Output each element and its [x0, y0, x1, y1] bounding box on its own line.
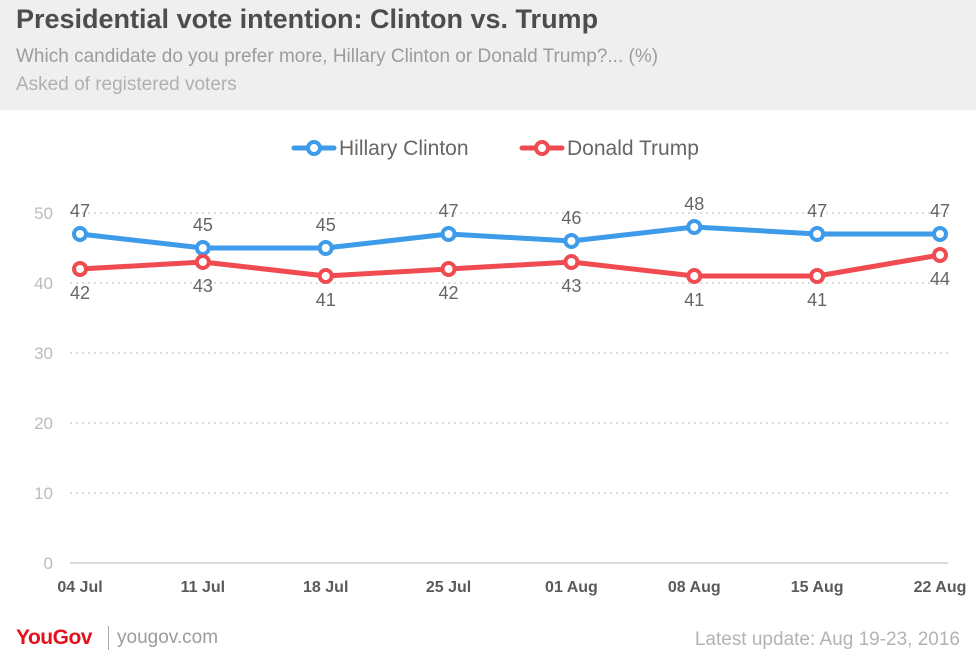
legend-marker [534, 140, 550, 156]
legend-item: Donald Trump [519, 137, 699, 160]
data-label: 43 [561, 276, 581, 296]
data-point [317, 268, 334, 284]
data-point [563, 254, 580, 270]
data-point [72, 226, 88, 242]
data-label: 48 [684, 194, 704, 214]
series-line [77, 224, 943, 251]
chart-header: Presidential vote intention: Clinton vs.… [0, 0, 976, 110]
x-tick-label: 04 Jul [57, 579, 102, 596]
data-point [194, 254, 211, 270]
data-point [440, 261, 457, 277]
legend-item: Hillary Clinton [291, 137, 469, 160]
data-point [317, 240, 334, 256]
data-point [809, 268, 826, 284]
series-line [77, 252, 943, 279]
data-point [686, 219, 703, 235]
yougov-logo: YouGov [16, 626, 92, 649]
line-chart: 0 10 20 30 40 50 04 Jul 11 Jul 18 Jul 25 Jul 01 Au… [34, 137, 967, 596]
data-label: 45 [193, 215, 213, 235]
y-tick-label: 20 [34, 414, 53, 433]
data-label: 41 [316, 290, 336, 310]
data-point [809, 226, 826, 242]
x-tick-label: 25 Jul [426, 579, 471, 596]
chart-subtitle: Which candidate do you prefer more, Hill… [16, 46, 659, 67]
data-label: 47 [439, 201, 459, 221]
data-point [686, 268, 703, 284]
y-tick-label: 40 [34, 274, 53, 293]
y-tick-label: 10 [34, 484, 53, 503]
footer-divider [108, 626, 109, 650]
data-label: 42 [439, 283, 459, 303]
footer-site-link[interactable]: yougov.com [117, 627, 219, 648]
data-point [563, 233, 580, 249]
legend-label: Donald Trump [567, 137, 699, 160]
data-point [932, 247, 948, 263]
data-label: 47 [70, 201, 90, 221]
data-label: 45 [316, 215, 336, 235]
y-tick-label: 0 [44, 554, 53, 573]
data-point [440, 226, 457, 242]
y-tick-label: 30 [34, 344, 53, 363]
latest-update: Latest update: Aug 19-23, 2016 [694, 629, 960, 650]
data-label: 42 [70, 283, 90, 303]
x-tick-label: 18 Jul [303, 579, 348, 596]
x-tick-label: 22 Aug [914, 579, 967, 596]
chart-note: Asked of registered voters [16, 74, 237, 95]
data-label: 47 [930, 201, 950, 221]
y-tick-label: 50 [34, 204, 53, 223]
data-point [194, 240, 211, 256]
data-label: 41 [807, 290, 827, 310]
data-label: 41 [684, 290, 704, 310]
data-point [932, 226, 948, 242]
legend: Hillary Clinton Donald Trump [291, 137, 699, 160]
x-tick-label: 15 Aug [791, 579, 844, 596]
x-tick-label: 08 Aug [668, 579, 721, 596]
data-label: 43 [193, 276, 213, 296]
legend-label: Hillary Clinton [339, 137, 469, 160]
data-label: 47 [807, 201, 827, 221]
legend-marker [306, 140, 322, 156]
data-point [72, 261, 88, 277]
x-tick-label: 01 Aug [545, 579, 598, 596]
x-tick-label: 11 Jul [181, 579, 225, 596]
chart-title: Presidential vote intention: Clinton vs.… [16, 4, 599, 34]
data-label: 44 [930, 269, 950, 289]
data-label: 46 [561, 208, 581, 228]
